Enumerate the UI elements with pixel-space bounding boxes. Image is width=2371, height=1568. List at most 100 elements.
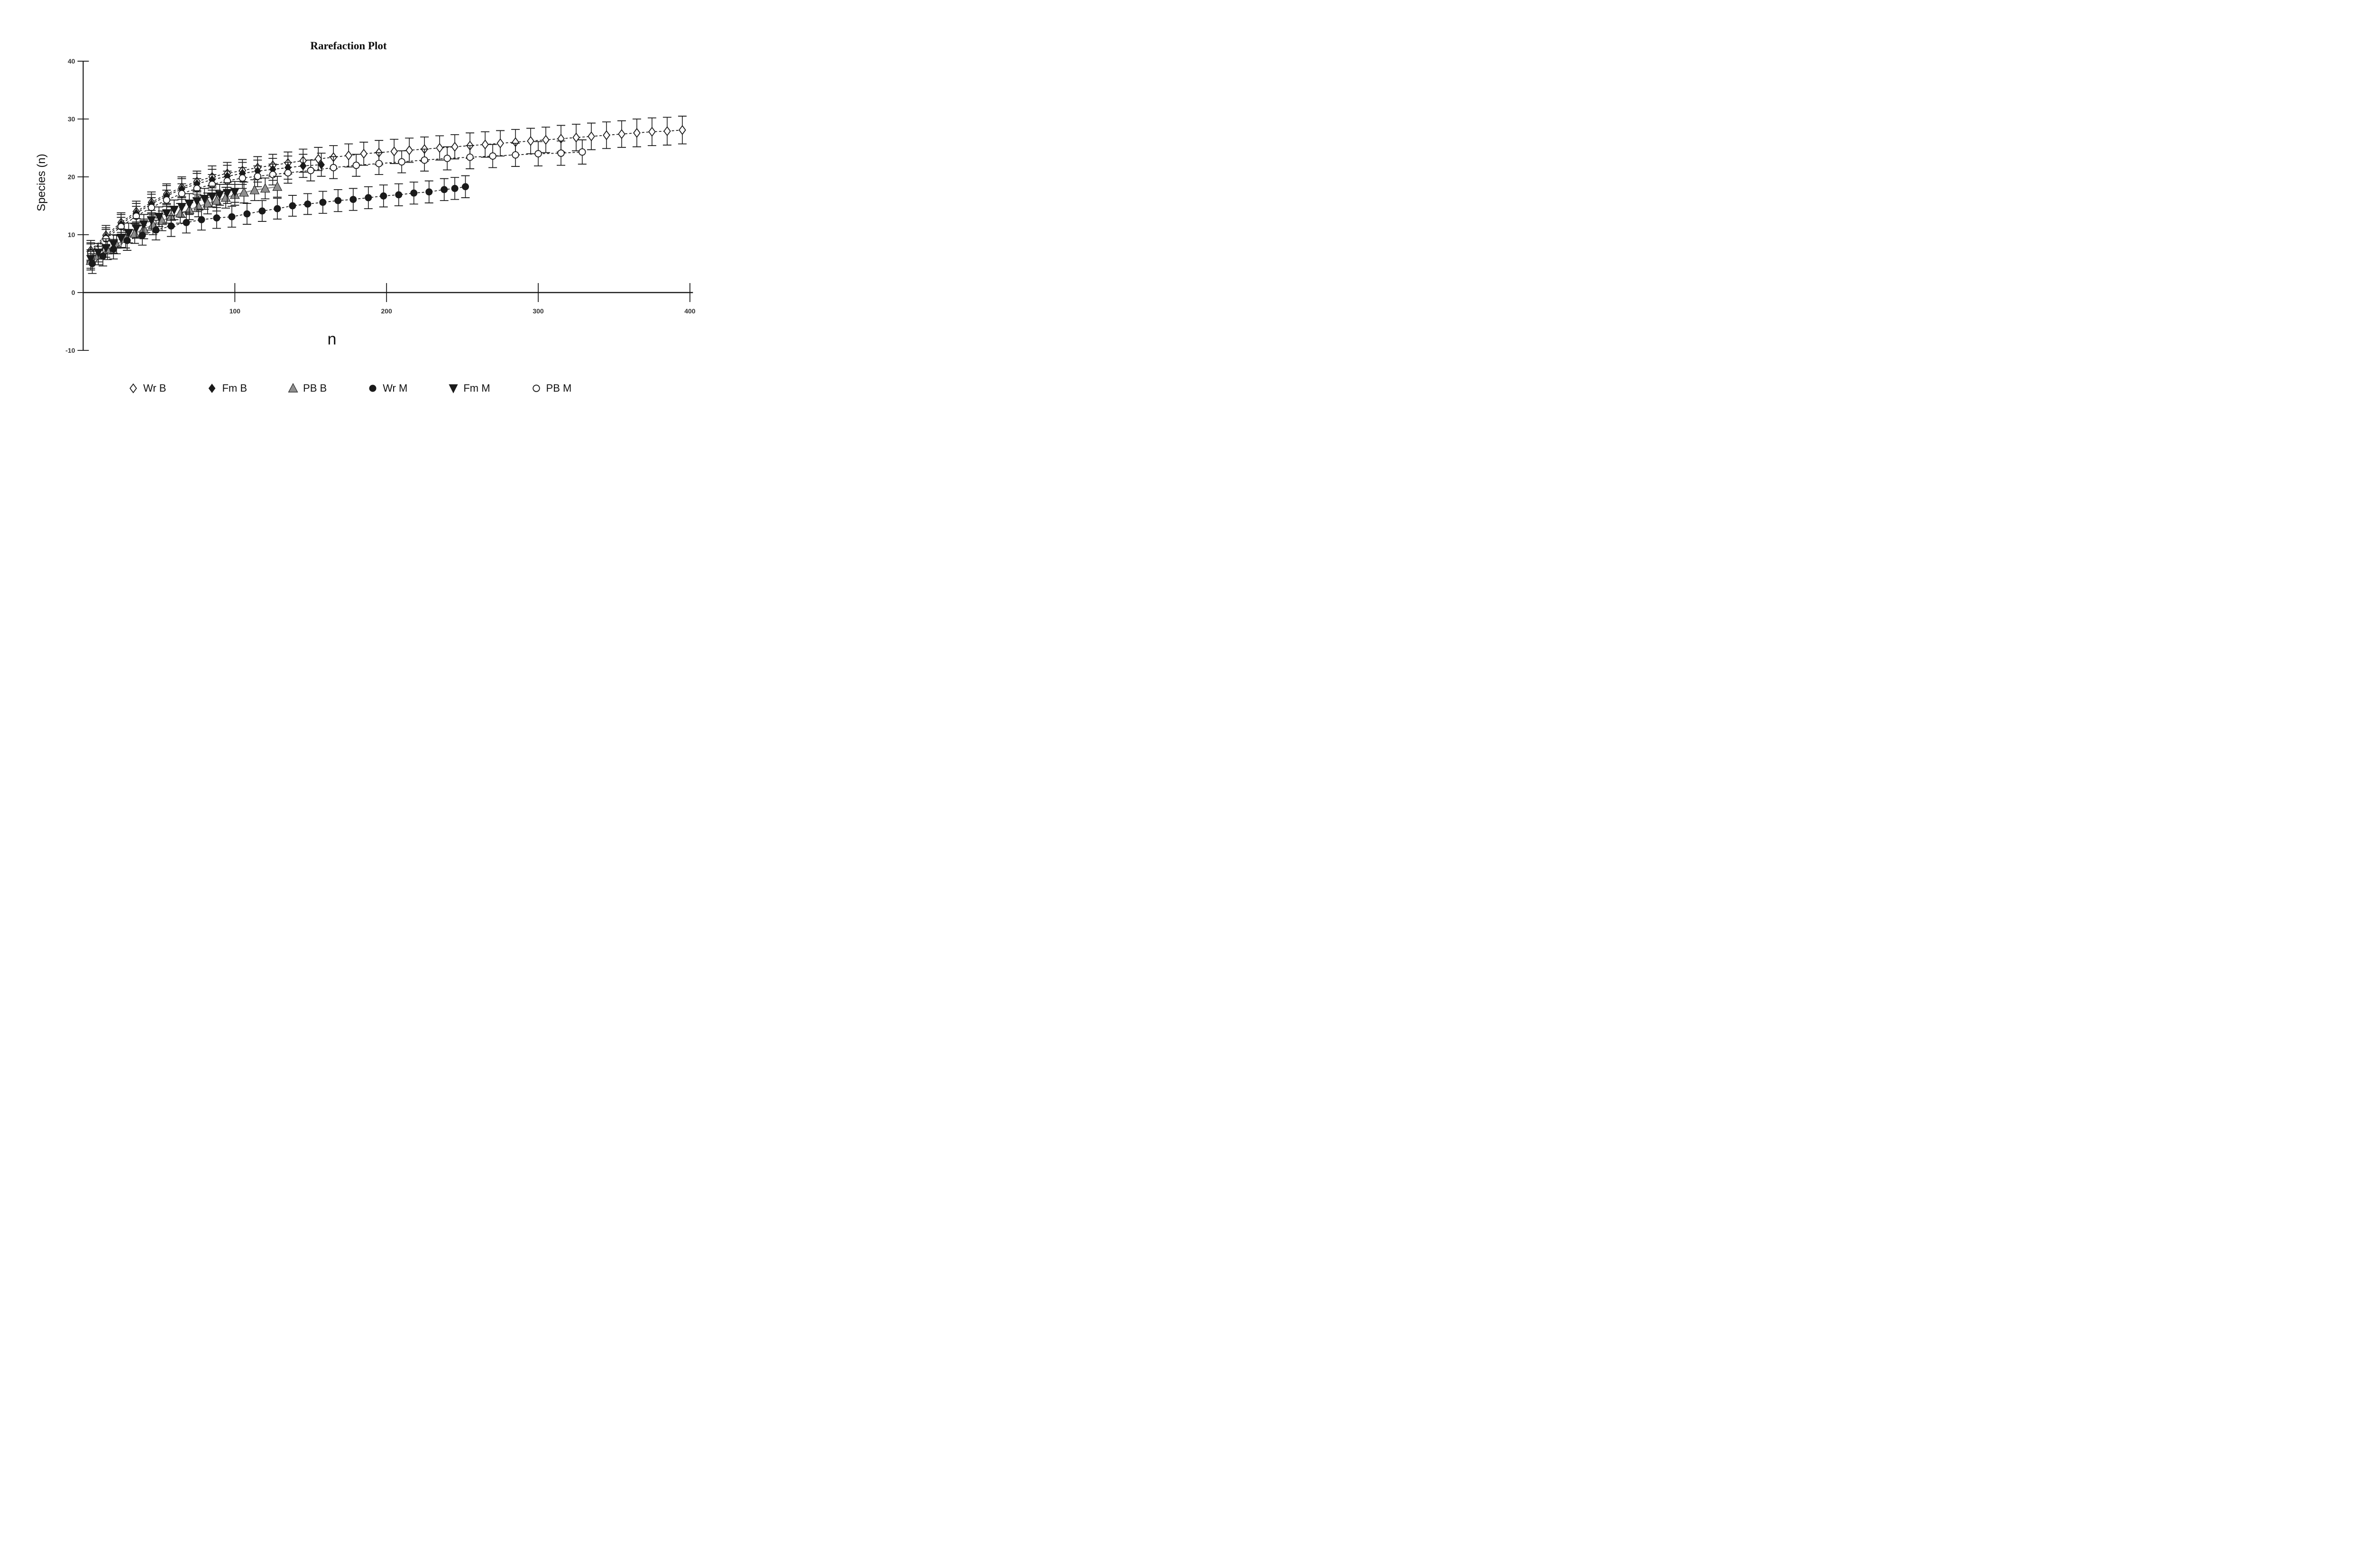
filled-triangle-down-marker [154, 212, 164, 222]
open-diamond-marker [345, 150, 353, 161]
open-diamond-marker [542, 135, 550, 145]
filled-circle-marker [410, 189, 418, 197]
open-diamond-marker [451, 142, 459, 152]
filled-circle-marker [274, 205, 281, 212]
legend-item-label: Fm M [463, 382, 490, 394]
filled-triangle-down-marker [184, 200, 194, 209]
filled-circle-marker [441, 186, 448, 193]
filled-circle-marker [395, 191, 403, 199]
filled-diamond-marker [318, 160, 325, 170]
x-tick-label: 200 [381, 307, 392, 315]
filled-circle-marker [319, 199, 327, 206]
open-diamond-marker [360, 148, 368, 159]
filled-circle-marker [289, 202, 296, 210]
open-circle-marker [421, 156, 428, 164]
filled-triangle-down-marker [93, 248, 103, 258]
filled-triangle-down-marker [200, 194, 209, 204]
x-tick-label: 300 [533, 307, 544, 315]
open-circle-marker [466, 153, 474, 161]
open-diamond-marker [572, 132, 580, 143]
series-fm-m [86, 181, 239, 269]
open-diamond-marker [436, 143, 443, 153]
filled-diamond-marker [299, 161, 307, 171]
gray-triangle-up-marker [193, 201, 204, 211]
y-tick-label: -10 [65, 347, 75, 354]
y-tick-label: 40 [68, 57, 75, 65]
filled-triangle-down-marker [230, 188, 239, 197]
filled-circle-marker [243, 210, 251, 218]
filled-triangle-down-marker [222, 189, 232, 198]
open-circle-marker [239, 174, 246, 182]
legend-item-pb-b: PB B [288, 382, 327, 394]
open-circle-marker [557, 149, 565, 157]
gray-triangle-up-marker [221, 192, 231, 202]
filled-circle-marker [258, 207, 266, 215]
series-wr-m [88, 175, 470, 274]
gray-triangle-up-marker [211, 195, 222, 205]
filled-triangle-down-marker [207, 192, 217, 202]
filled-circle-marker [365, 194, 372, 202]
legend-item-wr-m: Wr M [368, 382, 407, 394]
y-tick-label: 20 [68, 173, 75, 181]
open-circle-marker [443, 155, 451, 162]
x-axis-label: n [327, 330, 337, 348]
legend-item-label: PB B [303, 382, 327, 394]
filled-triangle-down-marker [177, 202, 186, 212]
filled-triangle-down-marker [169, 206, 179, 215]
filled-circle-marker [183, 219, 190, 226]
filled-triangle-down-marker [449, 384, 458, 394]
gray-triangle-up-marker [272, 181, 283, 191]
open-circle-marker [579, 148, 586, 156]
rarefaction-figure: Rarefaction Plot Species (n) 40 30 20 10 0 -1… [0, 0, 733, 446]
filled-circle-marker [123, 237, 131, 244]
open-diamond-marker [390, 146, 398, 156]
filled-circle-marker [380, 192, 387, 200]
filled-circle-marker [213, 214, 221, 222]
legend-item-label: PB M [546, 382, 572, 394]
filled-circle-icon [369, 385, 377, 392]
filled-triangle-down-marker [124, 229, 133, 238]
gray-triangle-up-marker [260, 183, 270, 193]
filled-triangle-down-icon [449, 384, 458, 394]
open-circle-marker [178, 190, 186, 198]
legend-item-fm-b: Fm B [207, 382, 247, 394]
legend-item-label: Fm B [222, 382, 248, 394]
open-diamond-marker [129, 383, 137, 394]
filled-circle-marker [138, 231, 146, 239]
open-circle-marker [398, 158, 405, 166]
filled-circle-marker [425, 188, 433, 196]
series-wr-b [86, 116, 687, 261]
y-tick-label: 10 [68, 231, 75, 238]
open-circle-icon [532, 385, 540, 392]
legend-item-pb-m: PB M [531, 382, 572, 394]
open-diamond-marker [618, 129, 625, 139]
filled-circle-marker [198, 216, 205, 223]
open-circle-marker [269, 171, 276, 178]
open-circle-marker [352, 161, 360, 169]
filled-circle-marker [99, 252, 107, 260]
legend-item-label: Wr M [383, 382, 408, 394]
y-tick-label: 30 [68, 115, 75, 123]
filled-triangle-down-marker [86, 255, 96, 264]
open-diamond-marker [679, 125, 686, 135]
filled-circle-marker [89, 260, 96, 267]
gray-triangle-up-icon [288, 383, 298, 393]
gray-triangle-up-marker [129, 228, 140, 238]
open-diamond-marker [527, 136, 534, 146]
filled-triangle-down-marker [116, 234, 126, 243]
open-diamond-marker [648, 127, 656, 137]
gray-triangle-up-marker [239, 187, 249, 197]
filled-triangle-down-marker [139, 220, 148, 229]
open-circle-marker [284, 169, 292, 177]
open-diamond-marker [481, 139, 489, 150]
chart-legend: Wr B Fm B PB B Wr M Fm M PB M [128, 382, 571, 394]
filled-circle-marker [349, 196, 357, 203]
open-circle-marker [512, 151, 519, 159]
open-circle-marker [532, 385, 540, 392]
open-circle-marker [534, 150, 542, 157]
filled-circle-marker [334, 197, 342, 204]
open-diamond-marker [633, 128, 641, 138]
open-diamond-marker [603, 130, 610, 140]
legend-item-label: Wr B [143, 382, 166, 394]
